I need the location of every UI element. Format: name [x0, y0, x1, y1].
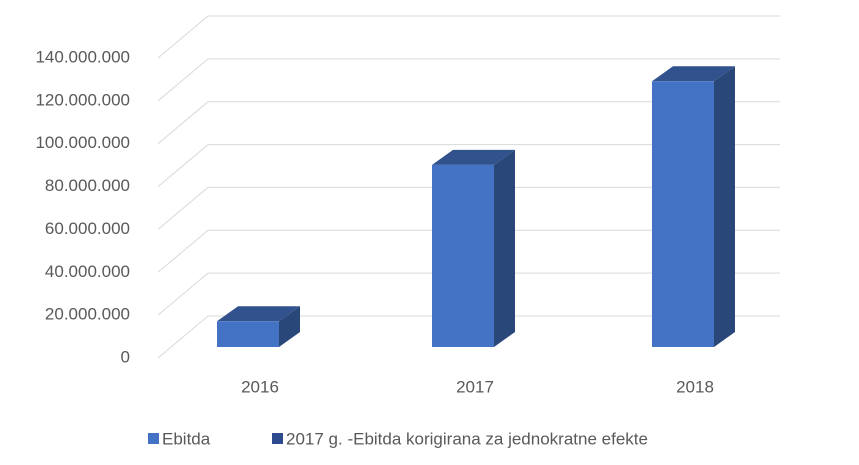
- bar-side: [494, 149, 515, 347]
- x-tick-label: 2018: [676, 377, 714, 396]
- x-tick-label: 2016: [241, 377, 279, 396]
- y-tick-label: 140.000.000: [35, 47, 130, 66]
- bar-top: [217, 306, 300, 322]
- y-tick-label: 0: [121, 347, 130, 366]
- grid-line: [157, 144, 780, 187]
- bar-top: [652, 66, 735, 82]
- bar: [217, 306, 300, 347]
- y-tick-label: 100.000.000: [35, 133, 130, 152]
- grid-line: [157, 229, 780, 273]
- bar-front: [652, 81, 714, 348]
- bar-side: [279, 306, 300, 347]
- grid-line: [157, 101, 780, 145]
- grid-line: [157, 186, 780, 230]
- y-tick-label: 60.000.000: [45, 219, 130, 238]
- legend-label: 2017 g. -Ebitda korigirana za jednokratn…: [286, 429, 648, 448]
- bar: [652, 66, 735, 348]
- x-tick-label: 2017: [456, 377, 494, 396]
- bar-front: [217, 321, 279, 347]
- y-tick-label: 40.000.000: [45, 262, 130, 281]
- y-tick-label: 120.000.000: [35, 90, 130, 109]
- grid-line: [157, 315, 780, 359]
- bar-top: [432, 149, 515, 165]
- legend-label: Ebitda: [162, 429, 211, 448]
- bar-side: [714, 66, 735, 348]
- grid-line: [157, 15, 780, 59]
- y-tick-label: 80.000.000: [45, 176, 130, 195]
- legend-swatch: [148, 433, 159, 444]
- grid-line: [157, 58, 780, 102]
- grid-line: [157, 272, 780, 316]
- legend-swatch: [272, 433, 283, 444]
- bar-front: [432, 164, 494, 347]
- bar: [432, 149, 515, 347]
- y-tick-label: 20.000.000: [45, 305, 130, 324]
